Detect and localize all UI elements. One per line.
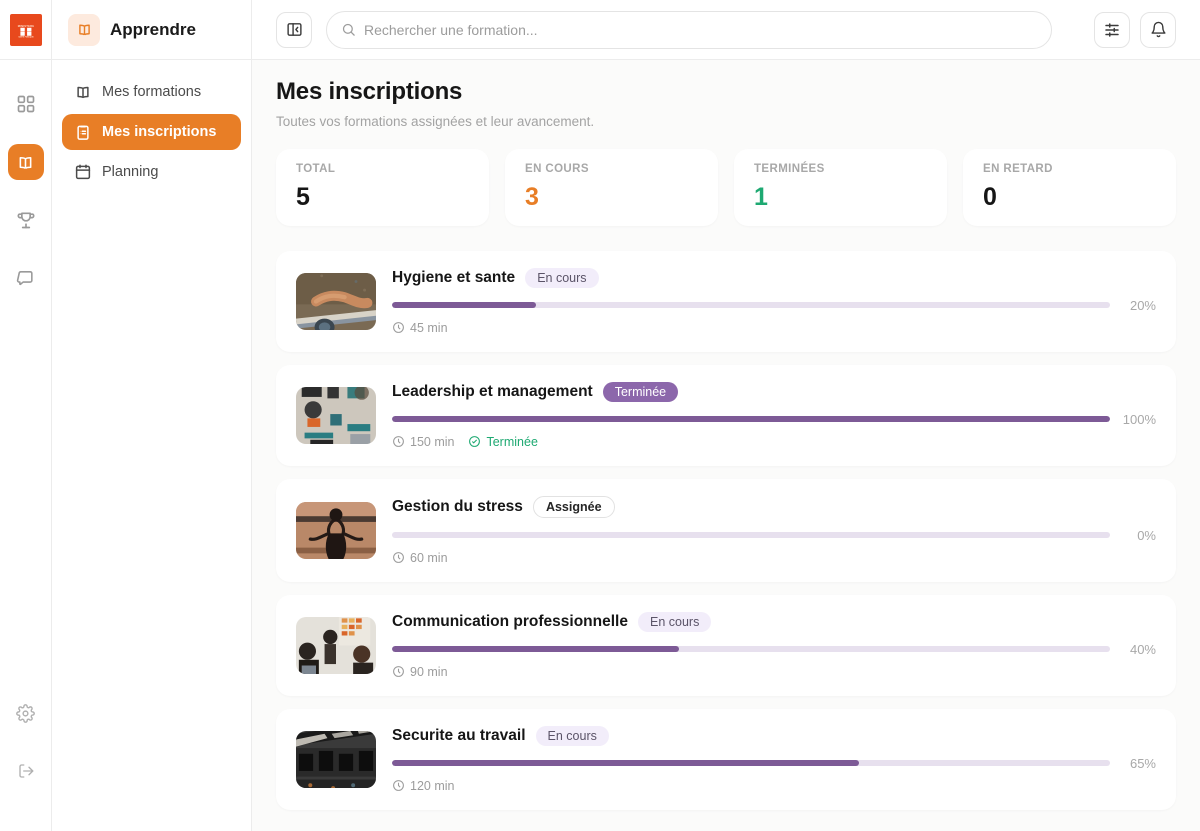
svg-text:SANTE PUBLIQUE: SANTE PUBLIQUE: [18, 35, 34, 38]
svg-text:MINISTERE: MINISTERE: [17, 23, 33, 27]
